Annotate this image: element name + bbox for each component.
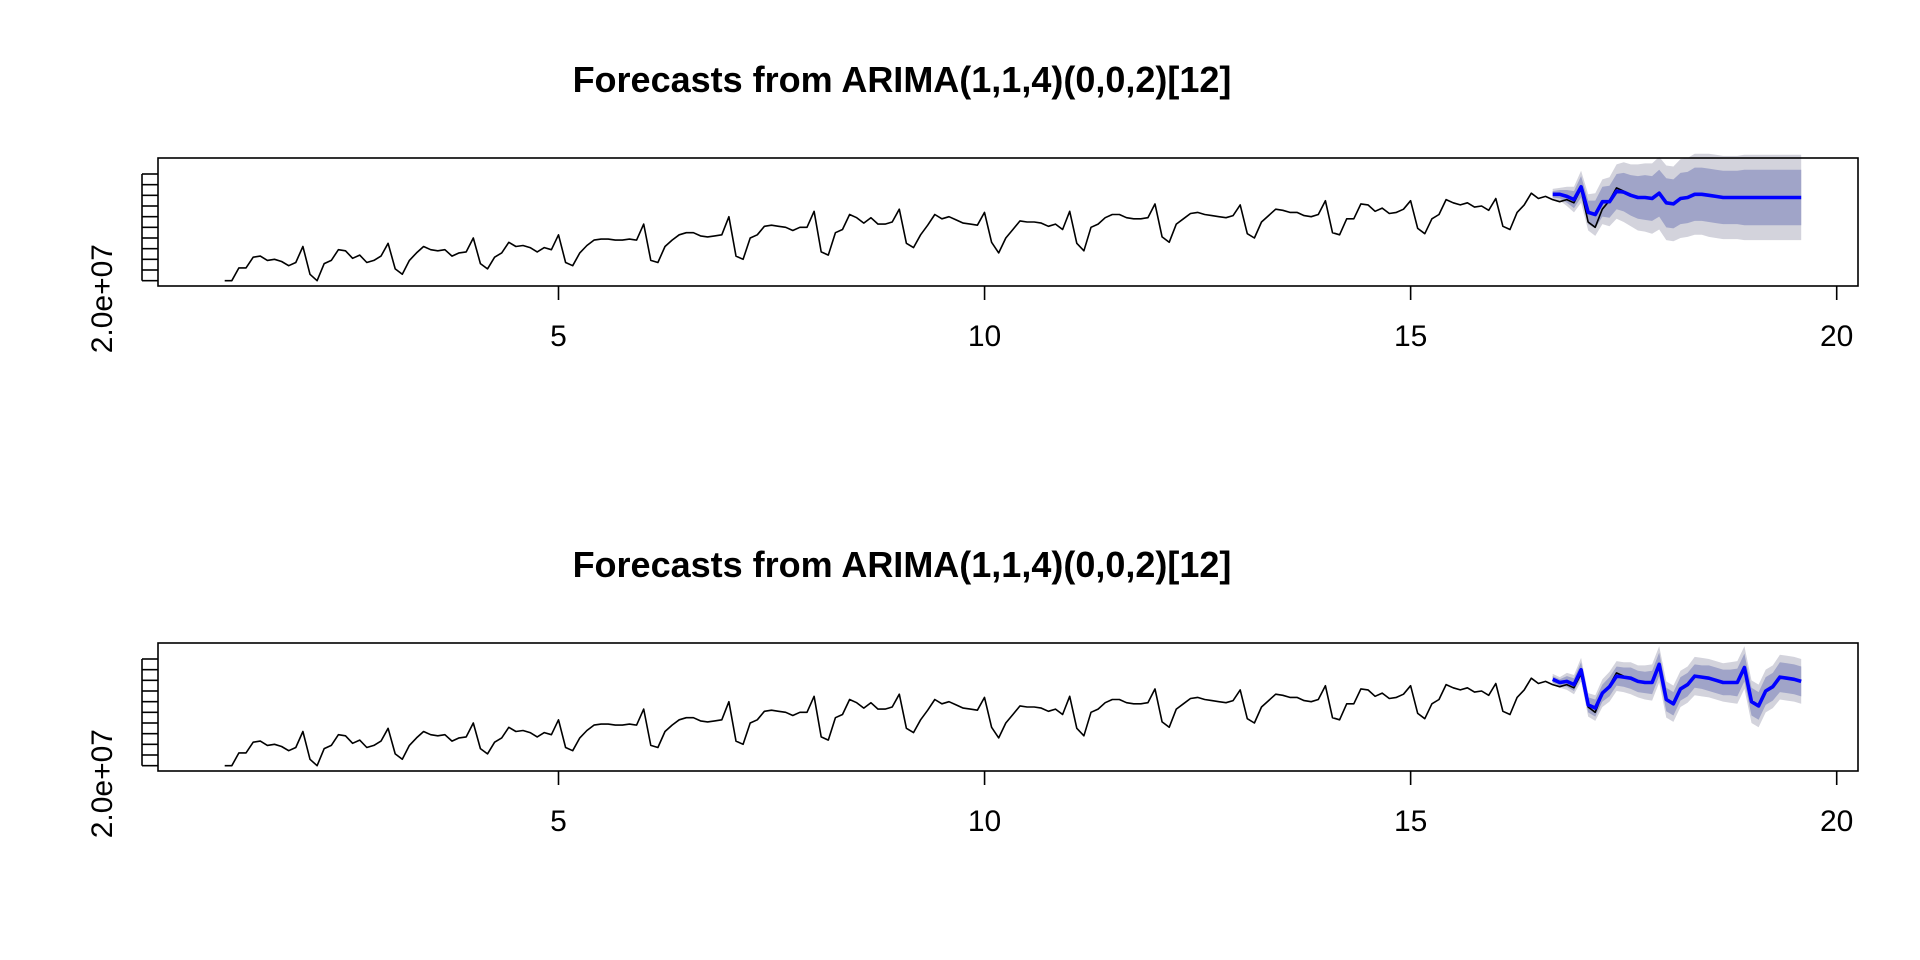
y-tick-label: 2.0e+07 (86, 244, 119, 353)
chart-title: Forecasts from ARIMA(1,1,4)(0,0,2)[12] (573, 59, 1232, 100)
forecast-panel-bottom: Forecasts from ARIMA(1,1,4)(0,0,2)[12] 5… (86, 544, 1859, 838)
prediction-intervals (1552, 646, 1802, 728)
x-axis: 5 10 15 20 (550, 286, 1853, 353)
series-lines (224, 185, 1802, 282)
x-tick-label: 10 (968, 805, 1001, 838)
history-line (224, 187, 1624, 282)
interval-80-band (1552, 652, 1802, 720)
x-tick-label: 5 (550, 320, 567, 353)
interval-80-band (1552, 167, 1802, 229)
x-tick-label: 20 (1820, 805, 1853, 838)
x-tick-label: 5 (550, 805, 567, 838)
y-tick-label: 2.0e+07 (86, 729, 119, 838)
forecast-panel-top: Forecasts from ARIMA(1,1,4)(0,0,2)[12] 5… (86, 59, 1859, 353)
y-axis: 2.0e+07 (86, 173, 158, 353)
forecast-mean-line (1552, 185, 1802, 217)
x-tick-label: 15 (1394, 320, 1427, 353)
x-tick-label: 20 (1820, 320, 1853, 353)
chart-title: Forecasts from ARIMA(1,1,4)(0,0,2)[12] (573, 544, 1232, 585)
prediction-intervals (1552, 153, 1802, 242)
x-axis: 5 10 15 20 (550, 771, 1853, 838)
series-lines (224, 662, 1802, 767)
x-tick-label: 15 (1394, 805, 1427, 838)
y-axis: 2.0e+07 (86, 658, 158, 838)
plot-frame (157, 157, 1859, 287)
history-line (224, 672, 1624, 767)
forecast-mean-line (1551, 662, 1802, 710)
x-tick-label: 10 (968, 320, 1001, 353)
plot-frame (157, 642, 1859, 772)
